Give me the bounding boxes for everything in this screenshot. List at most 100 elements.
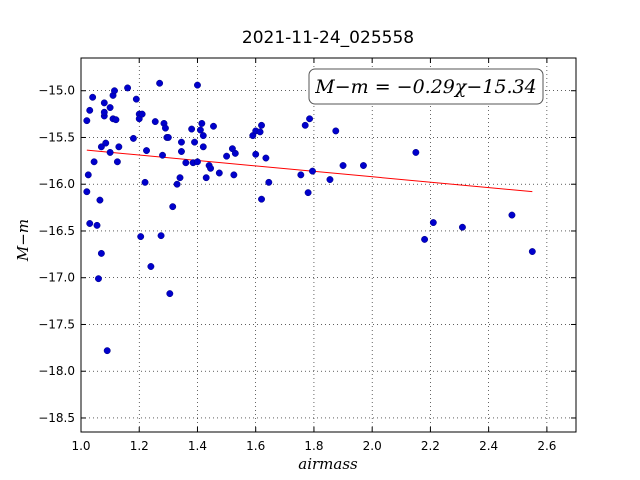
data-point <box>106 104 114 112</box>
data-point <box>90 158 98 166</box>
data-point <box>258 195 265 203</box>
data-point <box>100 99 108 107</box>
x-tick-label: 2.6 <box>537 439 556 453</box>
data-point <box>147 263 155 270</box>
data-point <box>83 117 91 125</box>
y-tick-labels: −15.0 −15.5 −16.0 −16.5 −17.0 −17.5 −18.0 −18.5 <box>38 84 75 425</box>
data-point <box>265 178 273 186</box>
y-tick-label: −17.5 <box>38 317 75 331</box>
axis-ticks <box>80 58 576 432</box>
data-point <box>143 147 150 155</box>
scatter-points <box>83 79 536 355</box>
x-tick-label: 2.2 <box>421 439 440 453</box>
data-point <box>173 180 181 188</box>
data-point <box>103 347 111 355</box>
data-point <box>215 169 223 177</box>
data-point <box>199 132 207 140</box>
data-point <box>86 220 94 227</box>
annotation-text: M−m = −0.29χ−15.34 <box>314 76 536 98</box>
data-point <box>156 79 164 87</box>
data-point <box>528 248 536 255</box>
data-point <box>252 150 260 158</box>
x-tick-label: 1.2 <box>130 439 149 453</box>
x-axis-label: airmass <box>298 455 358 473</box>
data-point <box>115 143 123 151</box>
data-point <box>199 143 207 151</box>
y-tick-label: −15.0 <box>38 84 75 98</box>
data-point <box>97 249 105 257</box>
data-point <box>202 174 210 182</box>
fit-annotation: M−m = −0.29χ−15.34 <box>308 68 544 105</box>
annotation-box <box>308 68 544 105</box>
data-point <box>198 120 206 127</box>
data-point <box>191 138 199 146</box>
data-point <box>258 121 265 129</box>
data-point <box>169 203 177 211</box>
data-point <box>83 188 91 196</box>
data-point <box>194 158 201 166</box>
x-tick-label: 1.6 <box>246 439 265 453</box>
x-tick-labels: 1.0 1.2 1.4 1.6 1.8 2.0 2.2 2.4 2.6 <box>71 439 556 453</box>
data-point <box>141 178 149 186</box>
data-point <box>421 235 429 243</box>
x-tick-label: 1.8 <box>304 439 323 453</box>
data-point <box>95 275 102 283</box>
x-tick-label: 1.0 <box>71 439 90 453</box>
data-point <box>210 122 217 130</box>
data-point <box>339 162 347 169</box>
data-point <box>132 95 140 103</box>
data-point <box>151 118 159 126</box>
data-point <box>159 151 166 159</box>
x-tick-label: 2.4 <box>479 439 498 453</box>
data-point <box>458 223 466 231</box>
data-point <box>301 121 309 129</box>
data-point <box>297 171 305 179</box>
data-point <box>412 148 420 156</box>
data-point <box>508 211 516 219</box>
data-point <box>223 152 231 160</box>
data-point <box>129 134 137 142</box>
data-point <box>178 148 185 155</box>
data-point <box>138 110 146 118</box>
y-tick-label: −16.0 <box>38 177 75 191</box>
data-point <box>111 87 118 95</box>
data-point <box>124 84 132 92</box>
data-point <box>166 290 174 298</box>
data-point <box>176 174 184 182</box>
data-point <box>113 158 121 166</box>
data-point <box>164 134 172 141</box>
chart-title: 2021-11-24_025558 <box>242 28 414 48</box>
data-point <box>207 164 215 172</box>
x-tick-label: 2.0 <box>363 439 382 453</box>
data-point <box>256 128 264 136</box>
data-point <box>112 116 120 124</box>
y-tick-label: −18.0 <box>38 364 75 378</box>
data-point <box>178 138 185 146</box>
data-point <box>161 124 169 132</box>
data-point <box>97 143 105 151</box>
y-tick-label: −18.5 <box>38 411 75 425</box>
data-point <box>102 139 110 147</box>
data-point <box>304 189 312 197</box>
data-point <box>359 162 367 169</box>
data-point <box>86 106 94 114</box>
data-point <box>106 148 114 156</box>
data-point <box>332 127 340 135</box>
data-point <box>93 221 101 229</box>
data-point <box>182 159 190 167</box>
data-point <box>157 232 165 240</box>
y-tick-label: −15.5 <box>38 130 75 144</box>
data-point <box>100 108 108 116</box>
data-point <box>429 219 437 227</box>
data-point <box>196 126 204 134</box>
data-point <box>230 171 238 179</box>
data-point <box>326 176 334 184</box>
data-point <box>137 233 145 241</box>
data-point <box>309 167 316 175</box>
data-point <box>231 149 239 157</box>
data-point <box>306 115 314 123</box>
y-axis-label: M−m <box>14 219 32 262</box>
y-tick-label: −16.5 <box>38 224 75 238</box>
data-point <box>84 171 92 179</box>
